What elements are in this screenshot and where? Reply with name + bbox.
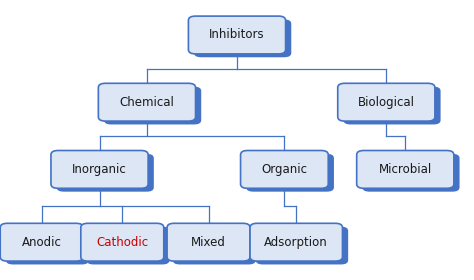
FancyBboxPatch shape bbox=[167, 223, 250, 261]
Text: Anodic: Anodic bbox=[22, 236, 62, 249]
FancyBboxPatch shape bbox=[188, 16, 285, 54]
FancyBboxPatch shape bbox=[356, 151, 454, 188]
FancyBboxPatch shape bbox=[240, 151, 328, 188]
FancyBboxPatch shape bbox=[194, 20, 291, 57]
Text: Adsorption: Adsorption bbox=[264, 236, 328, 249]
Text: Inorganic: Inorganic bbox=[72, 163, 127, 176]
FancyBboxPatch shape bbox=[57, 154, 154, 192]
Text: Mixed: Mixed bbox=[191, 236, 226, 249]
FancyBboxPatch shape bbox=[99, 83, 195, 121]
FancyBboxPatch shape bbox=[255, 227, 348, 264]
Text: Microbial: Microbial bbox=[379, 163, 432, 176]
FancyBboxPatch shape bbox=[246, 154, 334, 192]
FancyBboxPatch shape bbox=[343, 87, 440, 124]
Text: Organic: Organic bbox=[261, 163, 308, 176]
FancyBboxPatch shape bbox=[0, 223, 83, 261]
FancyBboxPatch shape bbox=[362, 154, 459, 192]
Text: Cathodic: Cathodic bbox=[96, 236, 148, 249]
FancyBboxPatch shape bbox=[86, 227, 169, 264]
FancyBboxPatch shape bbox=[81, 223, 164, 261]
FancyBboxPatch shape bbox=[250, 223, 342, 261]
FancyBboxPatch shape bbox=[51, 151, 148, 188]
Text: Inhibitors: Inhibitors bbox=[209, 29, 265, 41]
Text: Biological: Biological bbox=[358, 96, 415, 109]
FancyBboxPatch shape bbox=[173, 227, 255, 264]
Text: Chemical: Chemical bbox=[119, 96, 174, 109]
FancyBboxPatch shape bbox=[104, 87, 201, 124]
FancyBboxPatch shape bbox=[6, 227, 89, 264]
FancyBboxPatch shape bbox=[337, 83, 435, 121]
